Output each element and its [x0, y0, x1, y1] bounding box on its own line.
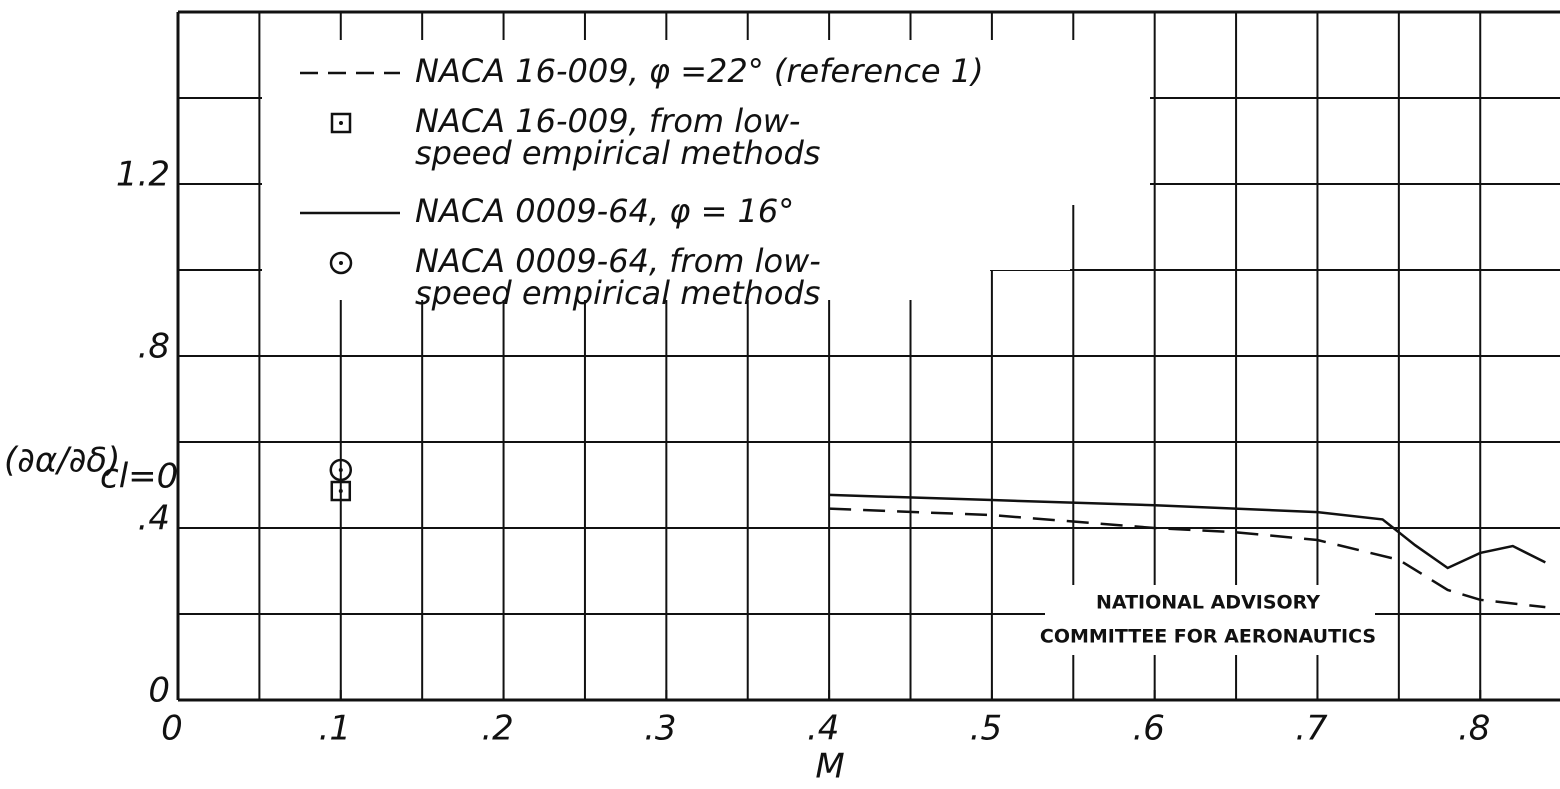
circle-marker: [329, 458, 353, 482]
legend-background: [262, 40, 1150, 300]
x-axis-label: M: [815, 747, 844, 787]
x-tick-label: .5: [970, 709, 1002, 749]
legend-circle: [329, 251, 353, 275]
x-tick-label: .8: [1458, 709, 1490, 749]
x-tick-label: .4: [807, 709, 839, 749]
x-tick-label: .1: [319, 709, 351, 749]
series-line: [829, 493, 1546, 570]
x-tick-label: .3: [644, 709, 676, 749]
marker-dot: [339, 121, 343, 125]
legend-marker: [330, 112, 352, 134]
x-tick-label: .2: [481, 709, 513, 749]
square-marker: [330, 480, 352, 502]
y-tick-label: .4: [138, 499, 170, 539]
x-tick-label: .7: [1295, 709, 1328, 749]
y-tick-label: 1.2: [116, 155, 170, 195]
legend-label: NACA 0009-64, from low-speed empirical m…: [415, 242, 821, 312]
legend-label: NACA 0009-64, φ = 16°: [415, 192, 795, 230]
y-tick-label: .8: [138, 327, 170, 367]
legend-marker: [329, 251, 353, 275]
series-line: [829, 507, 1546, 609]
annotation: NATIONAL ADVISORY: [1096, 592, 1320, 614]
annotation: COMMITTEE FOR AERONAUTICS: [1040, 626, 1376, 648]
y-axis-label: (∂α/∂δ): [4, 441, 120, 481]
marker-dot: [338, 467, 343, 472]
x-tick-label: .6: [1132, 709, 1164, 749]
marker-dot: [338, 489, 343, 494]
annotation-background: [1045, 585, 1375, 655]
y-tick-label: 0: [148, 671, 170, 711]
marker-dot: [339, 261, 343, 265]
x-tick-label: 0: [161, 709, 183, 749]
legend-square: [330, 112, 352, 134]
y-axis-label-subscript: cl=0: [100, 457, 178, 497]
legend-label: NACA 16-009, from low-speed empirical me…: [415, 102, 821, 172]
legend-label: NACA 16-009, φ =22° (reference 1): [415, 52, 984, 90]
